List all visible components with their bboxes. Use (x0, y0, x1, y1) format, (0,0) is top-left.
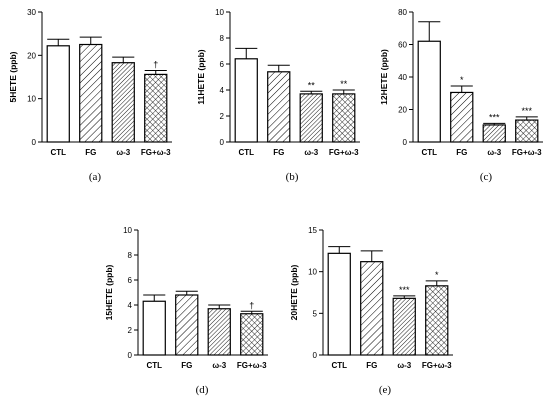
y-tick-label: 40 (398, 73, 407, 82)
y-tick-label: 60 (398, 41, 407, 50)
bar (207, 308, 231, 356)
significance-marker: ** (308, 80, 316, 90)
y-axis-label: 11HETE (ppb) (196, 49, 206, 104)
significance-marker: *** (489, 112, 500, 122)
y-tick-label: 2 (220, 112, 225, 121)
x-tick-label: FG+ω-3 (329, 148, 359, 157)
chart-panel: 0 2 4 6 8 10 15HETE (ppb) CTL FG ω-3 † FG+ω-3 (d) (104, 226, 268, 396)
x-tick-label: FG+ω-3 (422, 361, 452, 370)
chart-panel: 0 5 10 15 20HETE (ppb) CTL FG *** ω-3 * FG+ω-3 (e) (289, 226, 453, 396)
x-tick-label: ω-3 (487, 148, 501, 157)
y-tick-label: 0 (313, 351, 318, 360)
x-tick-label: FG+ω-3 (141, 148, 171, 157)
x-tick-label: CTL (421, 148, 437, 157)
bar (327, 252, 351, 356)
x-tick-label: CTL (331, 361, 347, 370)
x-tick-label: FG+ω-3 (237, 361, 267, 370)
bar (175, 294, 199, 356)
significance-marker: ** (340, 79, 348, 89)
chart-panel: 0 20 40 60 80 12HETE (ppb) CTL * FG *** ω-3 *** FG+ω… (379, 8, 543, 183)
y-axis-label: 20HETE (ppb) (289, 264, 299, 320)
y-tick-label: 10 (308, 268, 317, 277)
bar (142, 300, 166, 356)
significance-marker: † (249, 300, 254, 310)
x-tick-label: CTL (50, 148, 66, 157)
y-tick-label: 10 (27, 95, 36, 104)
x-tick-label: ω-3 (212, 361, 226, 370)
y-tick-label: 0 (220, 138, 225, 147)
y-tick-label: 6 (220, 60, 225, 69)
bar (392, 297, 416, 356)
significance-marker: † (153, 60, 158, 70)
y-tick-label: 4 (128, 301, 133, 310)
significance-marker: * (460, 75, 464, 85)
panel-label: (b) (286, 171, 299, 183)
y-tick-label: 2 (128, 326, 133, 335)
x-tick-label: ω-3 (304, 148, 318, 157)
y-axis-label: 5HETE (ppb) (8, 51, 18, 102)
bar (332, 93, 356, 143)
chart-panel: 0 10 20 30 5HETE (ppb) CTL FG ω-3 † FG+ω-3 (a) (8, 8, 172, 183)
bar (515, 119, 539, 143)
y-tick-label: 20 (398, 106, 407, 115)
y-tick-label: 80 (398, 8, 407, 17)
x-tick-label: FG (456, 148, 467, 157)
y-tick-label: 4 (220, 86, 225, 95)
y-tick-label: 15 (308, 226, 317, 235)
bar (425, 285, 449, 356)
y-tick-label: 5 (313, 309, 318, 318)
y-tick-label: 30 (27, 8, 36, 17)
panel-label: (c) (480, 171, 493, 183)
bar (144, 73, 168, 143)
x-tick-label: CTL (238, 148, 254, 157)
x-tick-label: ω-3 (116, 148, 130, 157)
bar (79, 43, 103, 143)
y-tick-label: 0 (403, 138, 408, 147)
bar (450, 91, 474, 143)
y-axis-label: 15HETE (ppb) (104, 264, 114, 320)
bar (299, 93, 323, 143)
significance-marker: *** (399, 285, 410, 295)
y-tick-label: 0 (128, 351, 133, 360)
x-tick-label: FG (181, 361, 192, 370)
y-tick-label: 6 (128, 276, 133, 285)
x-tick-label: FG (85, 148, 96, 157)
bar (46, 45, 70, 143)
panel-label: (e) (379, 384, 392, 396)
y-tick-label: 10 (123, 226, 132, 235)
x-tick-label: FG (366, 361, 377, 370)
panel-label: (a) (89, 171, 102, 183)
significance-marker: * (435, 270, 439, 280)
bar (417, 40, 441, 143)
y-tick-label: 10 (215, 8, 224, 17)
y-tick-label: 0 (32, 138, 37, 147)
bar (240, 313, 264, 356)
x-tick-label: FG (273, 148, 284, 157)
bar (360, 261, 384, 356)
bar (267, 71, 291, 143)
x-tick-label: ω-3 (397, 361, 411, 370)
x-tick-label: CTL (146, 361, 162, 370)
significance-marker: *** (521, 106, 532, 116)
y-tick-label: 8 (220, 34, 225, 43)
panel-label: (d) (196, 384, 209, 396)
x-tick-label: FG+ω-3 (512, 148, 542, 157)
bar (234, 58, 258, 143)
y-axis-label: 12HETE (ppb) (379, 49, 389, 105)
y-tick-label: 8 (128, 251, 133, 260)
chart-panel: 0 2 4 6 8 10 11HETE (ppb) CTL FG ** ω-3 ** FG+ω-3 (b) (196, 8, 360, 183)
bar (111, 62, 135, 143)
y-tick-label: 20 (27, 51, 36, 60)
bar (482, 124, 506, 143)
